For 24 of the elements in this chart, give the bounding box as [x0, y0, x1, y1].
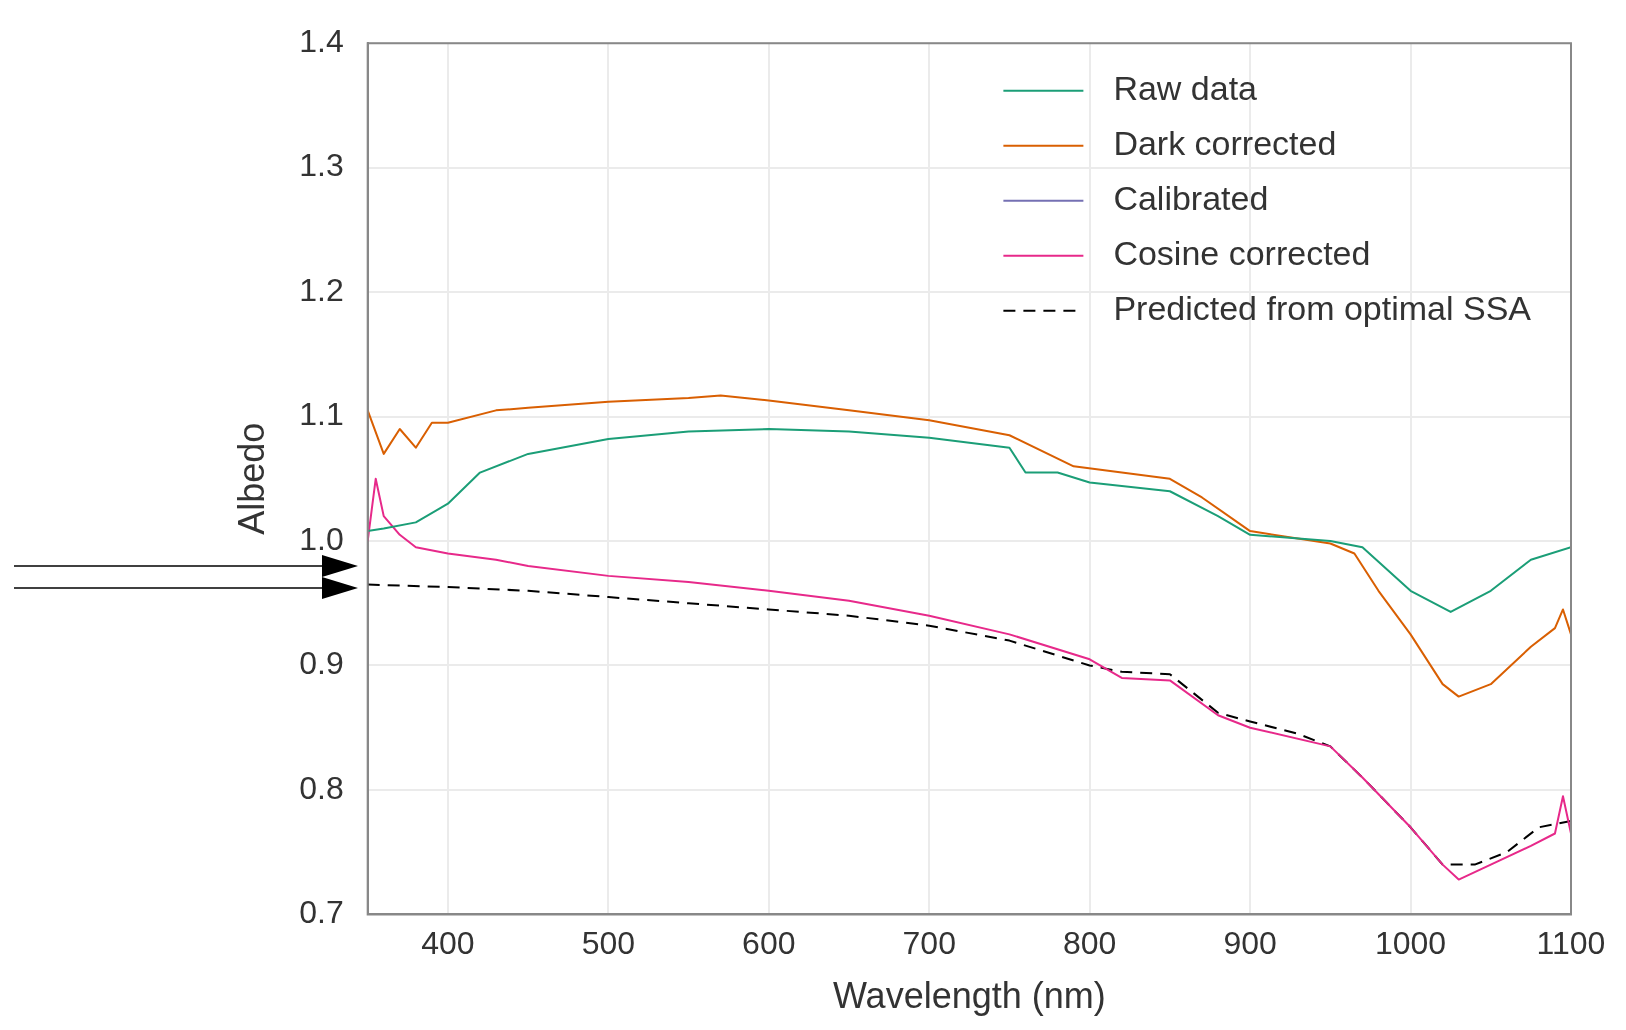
x-tick-label: 1100 [1536, 925, 1606, 962]
x-tick-label: 600 [742, 925, 796, 962]
y-tick-label: 0.9 [299, 645, 344, 682]
x-tick-label: 500 [581, 925, 636, 962]
x-tick-label: 900 [1223, 925, 1277, 962]
y-tick-label: 1.1 [299, 396, 344, 433]
y-tick-label: 1.3 [299, 147, 344, 184]
x-tick-label: 400 [421, 925, 475, 962]
x-axis-title: Wavelength (nm) [832, 975, 1106, 1017]
y-tick-label: 0.7 [299, 894, 344, 931]
line-series [367, 583, 1571, 866]
y-axis-title: Albedo [230, 422, 272, 535]
y-tick-label: 1.2 [299, 271, 344, 308]
legend-label: Predicted from optimal SSA [1113, 289, 1532, 328]
y-tick-label: 1.4 [299, 23, 344, 60]
x-tick-label: 1000 [1374, 925, 1447, 962]
legend-label: Raw data [1113, 69, 1258, 108]
x-tick-label: 700 [902, 925, 956, 962]
x-tick-label: 800 [1062, 925, 1117, 962]
legend-label: Dark corrected [1113, 124, 1337, 163]
legend-label: Calibrated [1113, 179, 1269, 218]
y-tick-label: 0.8 [299, 769, 344, 806]
legend-label: Cosine corrected [1113, 234, 1371, 273]
y-tick-label: 1.0 [299, 520, 344, 557]
